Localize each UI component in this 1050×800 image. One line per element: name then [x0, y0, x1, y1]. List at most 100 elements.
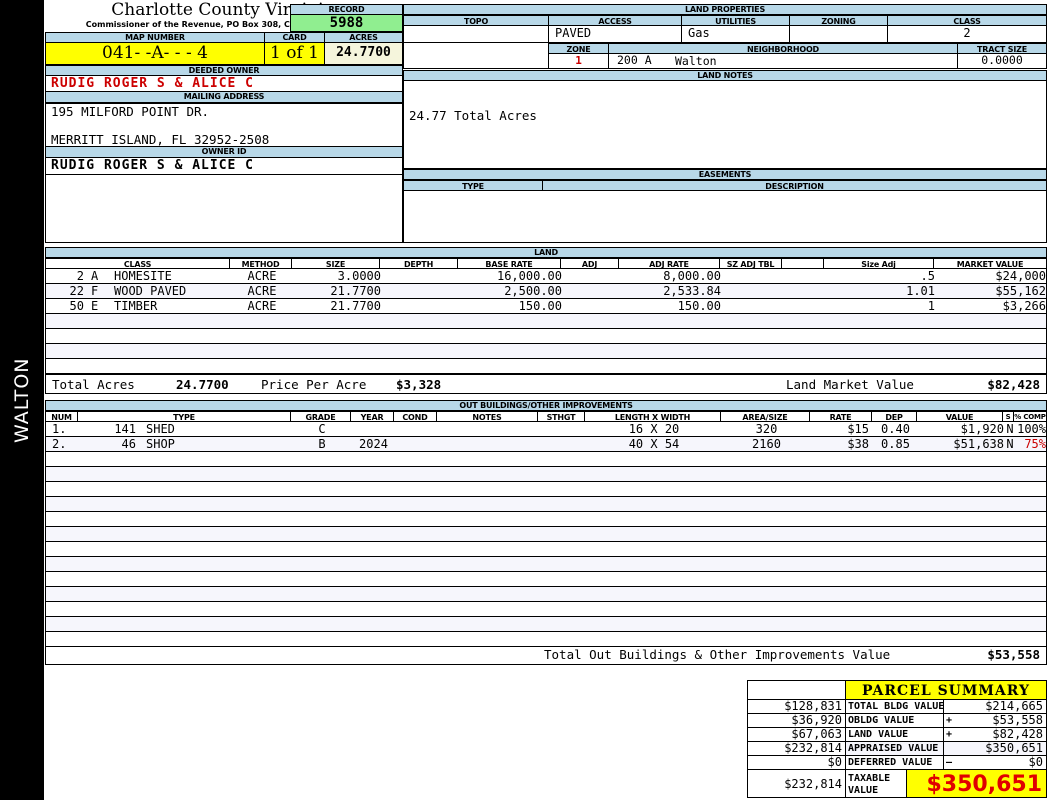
land-row-method: ACRE [247, 284, 277, 298]
price-per-acre-value: $3,328 [396, 377, 442, 392]
ob-header-sthgt: STHGT [538, 411, 585, 422]
summary-left-value: $0 [827, 755, 842, 769]
table-row-empty[interactable] [45, 314, 1047, 329]
table-row-empty[interactable] [45, 602, 1047, 617]
summary-right-value: $53,558 [992, 713, 1043, 727]
land-totals-row: Total Acres 24.7700 Price Per Acre $3,32… [45, 374, 1047, 394]
table-row[interactable]: 2 A HOMESITE ACRE 3.0000 16,000.00 8,000… [45, 269, 1047, 284]
outbuildings-total-row: Total Out Buildings & Other Improvements… [45, 647, 1047, 665]
ob-row-dep: 0.85 [881, 437, 910, 451]
land-row-code: 2 [76, 269, 84, 283]
summary-right-value: $214,665 [985, 699, 1043, 713]
ob-header-type: TYPE [78, 411, 291, 422]
land-header-depth: DEPTH [380, 258, 458, 269]
table-row-empty[interactable] [45, 632, 1047, 647]
taxable-left-cell: $232,814 [747, 770, 846, 798]
summary-left-cell: $0 [747, 756, 846, 770]
address-line-3: MERRITT ISLAND, FL 32952-2508 [51, 132, 270, 147]
ob-row-s: N [1006, 437, 1014, 451]
land-row-adj-rate: 150.00 [677, 299, 721, 313]
taxable-value-cell: $350,651 [907, 770, 1047, 798]
ob-header-notes: NOTES [437, 411, 538, 422]
land-row-size-adj: 1.01 [906, 284, 935, 298]
table-row-empty[interactable] [45, 359, 1047, 374]
table-row-empty[interactable] [45, 587, 1047, 602]
land-row-base-rate: 2,500.00 [504, 284, 562, 298]
table-row-empty[interactable] [45, 482, 1047, 497]
table-row-empty[interactable] [45, 467, 1047, 482]
table-row-empty[interactable] [45, 557, 1047, 572]
summary-label-cell: APPRAISED VALUE [846, 742, 944, 756]
deeded-owner-value: RUDIG ROGER S & ALICE C [51, 76, 255, 91]
land-row-base-rate: 150.00 [518, 299, 562, 313]
table-row-empty[interactable] [45, 512, 1047, 527]
easements-band: EASEMENTS [403, 169, 1047, 180]
table-row-empty[interactable] [45, 542, 1047, 557]
summary-label-cell: TOTAL BLDG VALUE [846, 700, 944, 714]
taxable-label-line-2: VALUE [848, 785, 879, 796]
land-band: LAND [45, 247, 1047, 258]
table-row[interactable]: 1. 141 SHED C 16 X 20 320 $15 0.40 $1,92… [45, 422, 1047, 437]
table-row-empty[interactable] [45, 497, 1047, 512]
ob-row-value: $51,638 [953, 437, 1004, 451]
summary-left-value: $67,063 [791, 727, 842, 741]
table-row-empty[interactable] [45, 452, 1047, 467]
ob-header-s: S [1003, 411, 1014, 422]
summary-operator: + [946, 729, 953, 740]
ob-row-length-width: 16 X 20 [628, 422, 680, 436]
summary-label: APPRAISED VALUE [848, 743, 939, 754]
table-row-empty[interactable] [45, 344, 1047, 359]
map-number-label: MAP NUMBER [45, 32, 265, 43]
outbuildings-total-label: Total Out Buildings & Other Improvements… [544, 647, 891, 662]
ob-header-year: YEAR [351, 411, 394, 422]
tract-size-value-cell: 0.0000 [958, 54, 1047, 69]
land-header-base-rate: BASE RATE [458, 258, 561, 269]
summary-left-value: $36,920 [791, 713, 842, 727]
land-market-value-label: Land Market Value [786, 377, 914, 392]
ob-header-length-width: LENGTH X WIDTH [585, 411, 721, 422]
table-row-empty[interactable] [45, 527, 1047, 542]
card-label: CARD [265, 32, 325, 43]
ob-row-s: N [1006, 422, 1014, 436]
tract-size-header: TRACT SIZE [958, 43, 1047, 54]
table-row[interactable]: 22 F WOOD PAVED ACRE 21.7700 2,500.00 2,… [45, 284, 1047, 299]
table-row[interactable]: 50 E TIMBER ACRE 21.7700 150.00 150.00 1… [45, 299, 1047, 314]
table-row-empty[interactable] [45, 329, 1047, 344]
land-header-size: SIZE [292, 258, 380, 269]
land-row-base-rate: 16,000.00 [496, 269, 562, 283]
class-value: 2 [963, 26, 971, 40]
class-value-cell: 2 [888, 26, 1047, 43]
ob-header-num: NUM [45, 411, 78, 422]
price-per-acre-label: Price Per Acre [261, 377, 367, 392]
table-row[interactable]: 2. 46 SHOP B 2024 40 X 54 2160 $38 0.85 … [45, 437, 1047, 452]
easement-description-header: DESCRIPTION [543, 180, 1047, 191]
table-row-empty[interactable] [45, 617, 1047, 632]
summary-label: TOTAL BLDG VALUE [848, 701, 945, 712]
card-value[interactable]: 1 of 1 [265, 43, 325, 65]
land-row-adj-rate: 8,000.00 [663, 269, 721, 283]
summary-right-cell: – $0 [944, 756, 1047, 770]
map-number-value[interactable]: 041- -A- - - 4 [45, 43, 265, 65]
land-header-market-value: MARKET VALUE [934, 258, 1047, 269]
acres-value[interactable]: 24.7700 [325, 43, 403, 65]
summary-label-cell: DEFERRED VALUE [846, 756, 944, 770]
taxable-label-line-1: TAXABLE [848, 773, 891, 784]
easement-type-header: TYPE [403, 180, 543, 191]
total-acres-label: Total Acres [52, 377, 135, 392]
table-row-empty[interactable] [45, 572, 1047, 587]
ob-header-grade: GRADE [291, 411, 351, 422]
summary-operator: + [946, 715, 953, 726]
topo-value-cell [403, 26, 549, 43]
neighborhood-value-cell: 200 A [609, 54, 958, 69]
summary-label-cell: LAND VALUE [846, 728, 944, 742]
ob-row-rate: $38 [847, 437, 869, 451]
ob-header-dep: DEP [872, 411, 917, 422]
ob-row-grade: B [318, 437, 326, 451]
ob-row-length-width: 40 X 54 [628, 437, 680, 451]
taxable-value: $350,651 [926, 772, 1042, 797]
taxable-label-cell: TAXABLE VALUE [846, 770, 907, 798]
summary-label: OBLDG VALUE [848, 715, 915, 726]
total-acres-value: 24.7700 [176, 377, 229, 392]
land-row-method: ACRE [247, 299, 277, 313]
land-row-size-adj: 1 [927, 299, 935, 313]
